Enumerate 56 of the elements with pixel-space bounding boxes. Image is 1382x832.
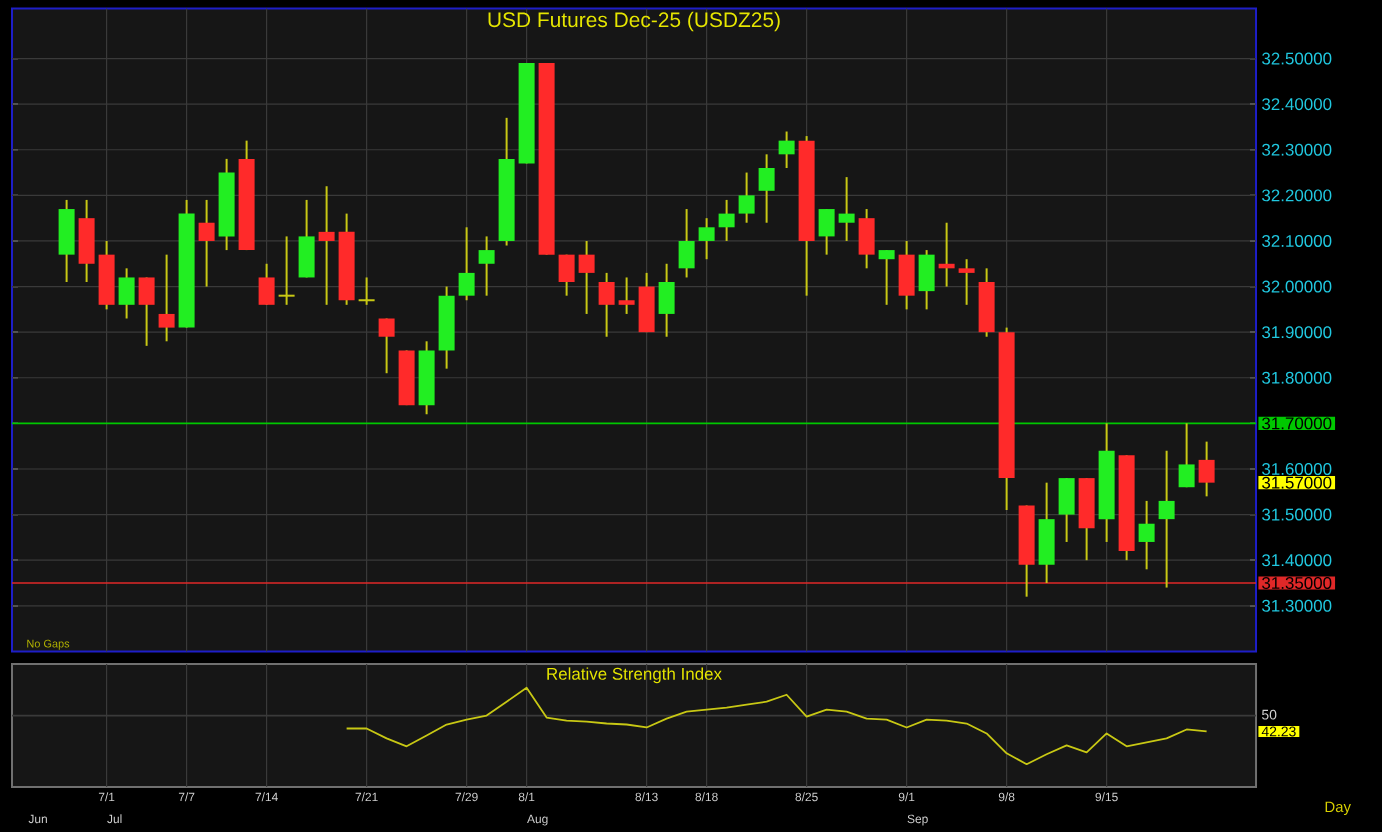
text: 31.57000: [1262, 476, 1332, 489]
candlestick: [1198, 440, 1215, 498]
ref-line-label: 31.35000: [1262, 577, 1332, 589]
candlestick: [898, 239, 915, 311]
candlestick: [878, 249, 895, 306]
candlestick: [558, 253, 575, 297]
y-tick-label: 32.10000: [1262, 234, 1332, 247]
candlestick: [1038, 481, 1055, 584]
candlestick: [818, 208, 835, 256]
candlestick: [958, 258, 975, 306]
candlestick: [678, 208, 695, 279]
y-tick-label: 32.20000: [1262, 189, 1332, 202]
candlestick: [138, 276, 155, 347]
candlestick: [318, 185, 335, 306]
candlestick: [1178, 422, 1195, 489]
y-tick-label: 31.30000: [1262, 599, 1332, 612]
candlestick: [1158, 449, 1175, 589]
candlestick: [478, 235, 495, 297]
candlestick: [838, 176, 855, 242]
candlestick: [78, 198, 95, 284]
y-tick-label: 32.50000: [1262, 52, 1332, 65]
y-tick-label: 31.60000: [1262, 463, 1332, 475]
candlestick: [1058, 477, 1075, 543]
candlestick: [598, 271, 615, 338]
y-tick-label: 31.40000: [1262, 554, 1332, 567]
y-tick-label: 32.40000: [1262, 98, 1332, 111]
candlestick: [158, 253, 175, 343]
candlestick: [738, 171, 755, 224]
candlestick: [618, 276, 635, 315]
candlestick: [118, 267, 135, 320]
candlestick: [658, 262, 675, 338]
candlestick: [58, 198, 75, 284]
y-tick-label: 31.50000: [1262, 508, 1332, 521]
candlestick: [378, 317, 395, 375]
candlestick: [198, 198, 215, 288]
candlestick: [638, 271, 655, 334]
candlestick: [458, 226, 475, 302]
candlestick: [298, 198, 315, 279]
chart-title: Relative Strength Index: [547, 667, 722, 684]
y-tick-label: 31.80000: [1262, 371, 1332, 384]
candlestick: [778, 130, 795, 169]
candlestick: [698, 217, 715, 261]
y-tick-label: 32.00000: [1262, 280, 1332, 293]
candlestick: [918, 249, 935, 311]
y-tick-label: 32.30000: [1262, 143, 1332, 156]
candlestick: [258, 262, 275, 306]
candlestick: [858, 208, 875, 270]
candlestick: [758, 153, 775, 224]
ref-line-label: 31.70000: [1262, 417, 1332, 430]
candlestick: [1138, 499, 1155, 571]
candlestick: [578, 239, 595, 315]
candlestick: [357, 276, 376, 306]
chart-title: USD Futures Dec-25 (USDZ25): [488, 11, 780, 32]
candlestick: [277, 235, 296, 306]
candlestick: [718, 198, 735, 242]
y-tick-label: 31.90000: [1262, 326, 1332, 339]
